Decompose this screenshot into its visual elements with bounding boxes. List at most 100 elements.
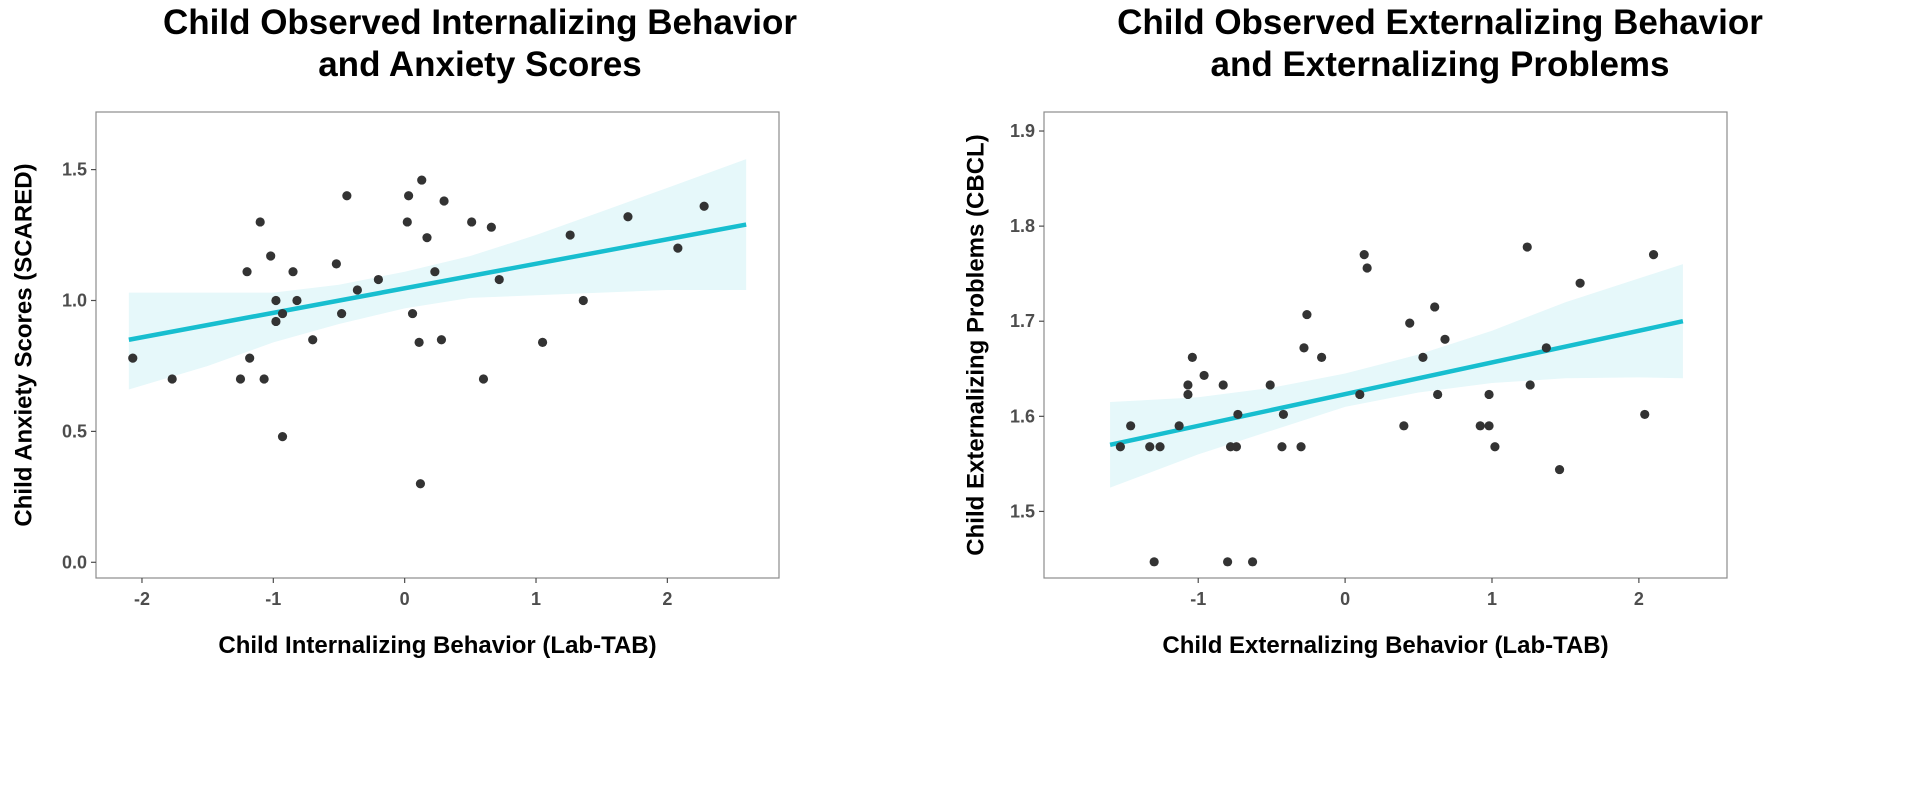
x-tick-label: 1 (531, 589, 541, 609)
data-point (1405, 318, 1415, 328)
data-point (271, 295, 281, 306)
data-point (415, 479, 426, 489)
plot-frame (95, 111, 780, 579)
chart-title-line-2: and Anxiety Scores (318, 45, 642, 84)
data-point (1433, 389, 1443, 400)
chart-title-line-1: Child Observed Internalizing Behavior (162, 3, 798, 42)
data-point (1199, 370, 1209, 381)
data-point (402, 217, 412, 227)
data-point (1115, 442, 1125, 452)
data-point (1440, 334, 1450, 344)
data-point (1299, 343, 1309, 353)
data-point (407, 308, 418, 319)
y-tick-label: 1.6 (1010, 406, 1035, 426)
data-point (623, 212, 633, 222)
data-point (331, 259, 341, 269)
data-point (467, 217, 477, 227)
data-point (1317, 352, 1327, 362)
data-point (1233, 409, 1243, 420)
data-point (1296, 442, 1306, 452)
data-point (439, 196, 449, 206)
data-point (1174, 421, 1184, 431)
data-point (1362, 263, 1372, 273)
data-point (1355, 389, 1365, 400)
data-point (537, 337, 548, 347)
data-point (1430, 302, 1440, 312)
regression-line (128, 222, 747, 342)
y-tick-label: 1.7 (1010, 311, 1035, 331)
data-point (271, 316, 281, 327)
data-point (699, 201, 709, 211)
data-point (288, 267, 298, 277)
x-tick-label: 0 (1340, 589, 1350, 609)
data-point (1484, 389, 1494, 400)
data-point (1418, 352, 1428, 362)
scatter-plot-externalizing: -1 0 1 2 1.5 1.6 1.7 1.8 1.9 Child Externalizing … (963, 111, 1728, 659)
x-tick-label: 2 (662, 589, 672, 609)
chart-title-line-1: Child Observed Externalizing Behavior (1117, 3, 1763, 42)
data-point (1277, 442, 1287, 452)
data-point (235, 374, 246, 384)
x-tick-label: -1 (265, 589, 281, 609)
data-point (373, 274, 383, 285)
data-point (1155, 442, 1165, 452)
data-point (1554, 464, 1565, 475)
data-point (255, 217, 265, 227)
plot-frame (1043, 111, 1728, 579)
data-point (494, 274, 504, 285)
data-point (1648, 250, 1659, 260)
data-point (1231, 442, 1242, 452)
data-point (1484, 421, 1494, 431)
y-axis-title: Child Externalizing Problems (CBCL) (963, 134, 990, 555)
data-point (1145, 442, 1155, 452)
data-point (128, 353, 138, 363)
data-point (1640, 409, 1650, 420)
data-point (414, 337, 424, 347)
data-point (1475, 421, 1485, 431)
chart-panel-internalizing: Child Observed Internalizing Behavior an… (0, 2, 960, 659)
data-point (352, 285, 362, 295)
y-tick-label: 1.8 (1010, 216, 1035, 236)
data-point (673, 243, 683, 253)
data-point (1302, 309, 1312, 320)
data-point (1183, 389, 1193, 400)
data-point (1359, 250, 1369, 260)
x-axis-title: Child Externalizing Behavior (Lab-TAB) (1162, 632, 1608, 659)
scatter-plot-internalizing: -2 -1 0 1 2 0.0 0.5 1.0 1.5 Child Internalizing B… (11, 111, 780, 659)
data-point (1522, 242, 1532, 252)
data-point (1218, 380, 1228, 390)
data-point (308, 335, 318, 345)
data-point (277, 308, 288, 319)
x-tick-label: -1 (1190, 589, 1206, 609)
data-point (242, 267, 252, 277)
data-point (1399, 421, 1409, 431)
data-point (1187, 352, 1197, 362)
data-point (337, 308, 347, 319)
y-tick-label: 1.5 (1010, 501, 1035, 521)
y-axis-title: Child Anxiety Scores (SCARED) (11, 163, 38, 526)
chart-title: Child Observed Externalizing Behavior an… (960, 2, 1920, 86)
data-point (1126, 421, 1136, 431)
data-point (1149, 557, 1159, 567)
x-tick-label: 1 (1487, 589, 1497, 609)
data-point (430, 267, 440, 277)
y-tick-label: 1.9 (1010, 121, 1035, 141)
data-point (1223, 557, 1233, 567)
x-tick-label: 2 (1634, 589, 1644, 609)
data-point (565, 230, 575, 240)
x-axis-title: Child Internalizing Behavior (Lab-TAB) (218, 632, 656, 659)
data-point (417, 175, 427, 185)
y-tick-label: 1.0 (62, 290, 87, 310)
chart-panel-externalizing: Child Observed Externalizing Behavior an… (960, 0, 1920, 801)
data-point (422, 233, 432, 243)
data-point (578, 295, 588, 306)
y-tick-label: 1.5 (62, 160, 87, 180)
chart-title: Child Observed Internalizing Behavior an… (0, 2, 960, 86)
data-point (1265, 380, 1275, 390)
data-point (259, 374, 269, 384)
data-point (167, 374, 177, 384)
data-point (436, 335, 447, 345)
chart-title-line-2: and Externalizing Problems (1210, 45, 1670, 84)
data-point (1541, 343, 1551, 353)
data-point (292, 295, 302, 306)
